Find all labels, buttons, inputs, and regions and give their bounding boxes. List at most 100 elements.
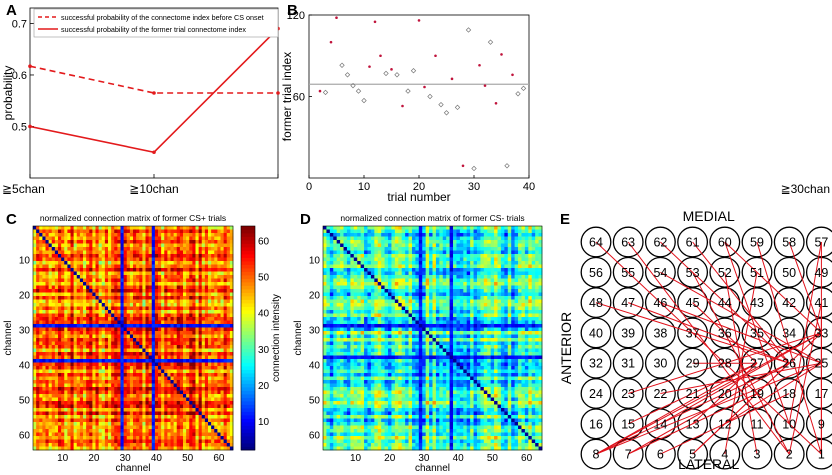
heatmap-cell (161, 373, 165, 377)
heatmap-cell (154, 282, 159, 286)
heatmap-cell (214, 331, 218, 335)
heatmap-cell (223, 369, 228, 374)
heatmap-cell (51, 254, 56, 258)
heatmap-cell (217, 362, 221, 367)
heatmap-cell (98, 390, 103, 395)
heatmap-cell (340, 243, 344, 248)
heatmap-cell (170, 268, 174, 272)
heatmap-cell (367, 261, 372, 265)
heatmap-cell (36, 404, 40, 409)
heatmap-cell (92, 390, 96, 395)
heatmap-cell (480, 257, 485, 262)
heatmap-cell (54, 282, 59, 286)
heatmap-cell (133, 362, 137, 367)
heatmap-cell (111, 338, 115, 342)
heatmap-cell (36, 289, 40, 293)
heatmap-cell (126, 383, 131, 388)
heatmap-cell (204, 282, 209, 286)
heatmap-cell (223, 306, 228, 311)
heatmap-cell (67, 317, 71, 321)
heatmap-cell (117, 369, 121, 374)
heatmap-cell (58, 243, 62, 248)
heatmap-cell (64, 432, 68, 437)
heatmap-cell (217, 331, 221, 335)
heatmap-cell (142, 282, 146, 286)
heatmap-cell (377, 233, 382, 237)
heatmap-cell (51, 275, 56, 279)
heatmap-cell (164, 257, 168, 262)
heatmap-cell (33, 387, 37, 391)
heatmap-cell (101, 243, 106, 248)
heatmap-cell (490, 229, 495, 234)
heatmap-cell (223, 383, 228, 388)
heatmap-cell (145, 394, 149, 398)
heatmap-cell (120, 285, 124, 290)
heatmap-cell (229, 261, 234, 265)
heatmap-cell (139, 411, 143, 416)
heatmap-cell (183, 292, 187, 297)
heatmap-cell (70, 310, 74, 314)
heatmap-cell (67, 408, 71, 412)
heatmap-cell (145, 408, 149, 412)
heatmap-cell (201, 320, 206, 325)
heatmap-cell (220, 257, 224, 262)
heatmap-cell (70, 334, 74, 339)
heatmap-cell (58, 359, 62, 363)
heatmap-cell (129, 331, 134, 335)
heatmap-cell (164, 240, 168, 244)
heatmap-cell (70, 324, 74, 328)
heatmap-cell (456, 233, 461, 237)
heatmap-cell (151, 345, 156, 349)
heatmap-cell (211, 436, 215, 440)
heatmap-cell (42, 313, 46, 318)
heatmap-cell (95, 422, 99, 426)
heatmap-cell (104, 229, 109, 234)
heatmap-cell (39, 397, 43, 402)
heatmap-cell (186, 404, 190, 409)
heatmap-cell (54, 341, 59, 346)
heatmap-cell (164, 352, 168, 356)
heatmap-cell (151, 408, 156, 412)
heatmap-cell (223, 418, 228, 423)
heatmap-cell (142, 446, 146, 451)
heatmap-cell (64, 334, 68, 339)
heatmap-cell (89, 292, 93, 297)
heatmap-cell (370, 236, 375, 241)
heatmap-cell (167, 303, 171, 307)
heatmap-cell (494, 247, 498, 251)
heatmap-cell (86, 317, 90, 321)
heatmap-cell (473, 250, 478, 255)
heatmap-cell (67, 254, 71, 258)
heatmap-cell (64, 247, 68, 251)
heatmap-cell (33, 390, 37, 395)
heatmap-cell (39, 264, 43, 269)
heatmap-cell (136, 229, 140, 234)
heatmap-cell (48, 376, 53, 381)
heatmap-cell (192, 425, 196, 430)
heatmap-cell (39, 446, 43, 451)
heatmap-cell (111, 278, 115, 283)
heatmap-cell (129, 359, 134, 363)
heatmap-cell (58, 226, 62, 230)
heatmap-cell (226, 320, 231, 325)
heatmap-cell (108, 341, 112, 346)
heatmap-cell (120, 254, 124, 258)
heatmap-cell (136, 226, 140, 230)
heatmap-cell (490, 243, 495, 248)
heatmap-cell (79, 324, 84, 328)
heatmap-cell (158, 355, 162, 360)
heatmap-cell (61, 289, 65, 293)
heatmap-cell (139, 334, 143, 339)
heatmap-cell (61, 310, 65, 314)
heatmap-cell (48, 278, 53, 283)
heatmap-cell (129, 226, 134, 230)
heatmap-cell (220, 261, 224, 265)
heatmap-cell (151, 334, 156, 339)
heatmap-cell (418, 254, 423, 258)
heatmap-cell (357, 229, 361, 234)
heatmap-cell (411, 257, 416, 262)
heatmap-cell (449, 226, 454, 230)
heatmap-cell (326, 233, 331, 237)
heatmap-frame (32, 225, 234, 451)
heatmap-cell (167, 275, 171, 279)
